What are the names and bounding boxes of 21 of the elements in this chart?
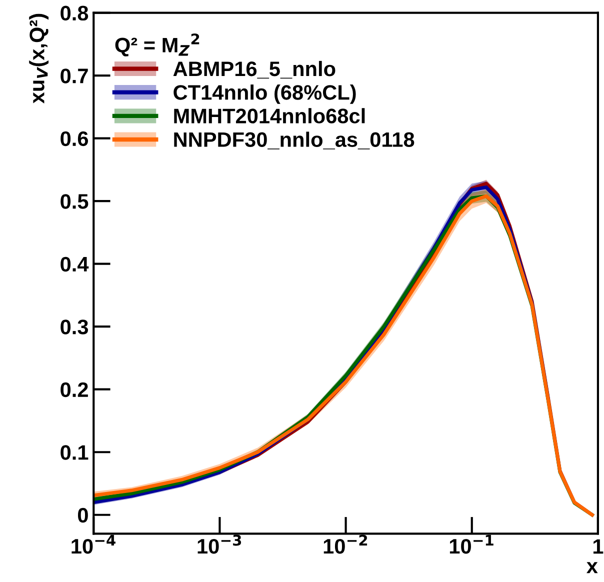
legend-title: Q² = M$_{Z}$$^{2}$ [115, 33, 200, 56]
y-tick-label: 0.4 [60, 256, 89, 272]
y-tick-label: 0.5 [60, 194, 88, 209]
legend-label: NNPDF30_nnlo_as_0118 [174, 132, 414, 150]
y-tick-label: 0.2 [60, 382, 88, 398]
y-tick-label: 0.7 [60, 68, 88, 84]
y-axis-title: xu$_{V}$(x,Q²) [29, 14, 49, 104]
y-tick-label: 0 [78, 508, 88, 523]
x-tick-label: 1 [593, 539, 604, 554]
legend-label: CT14nnlo (68%CL) [174, 84, 356, 104]
x-tick-label: 10$^{−3}$ [198, 534, 242, 554]
y-tick-label: 0.1 [60, 445, 88, 460]
x-tick-label: 10$^{−1}$ [450, 534, 494, 554]
x-axis-title: x [586, 562, 598, 574]
legend-label: MMHT2014nnlo68cl [174, 108, 365, 124]
y-tick-label: 0.6 [60, 131, 88, 146]
x-tick-label: 10$^{−4}$ [72, 534, 116, 554]
legend-label: ABMP16_5_nnlo [173, 60, 336, 79]
y-tick-label: 0.8 [60, 6, 88, 21]
y-tick-label: 0.3 [60, 320, 88, 334]
x-tick-label: 10$^{−2}$ [324, 534, 368, 554]
